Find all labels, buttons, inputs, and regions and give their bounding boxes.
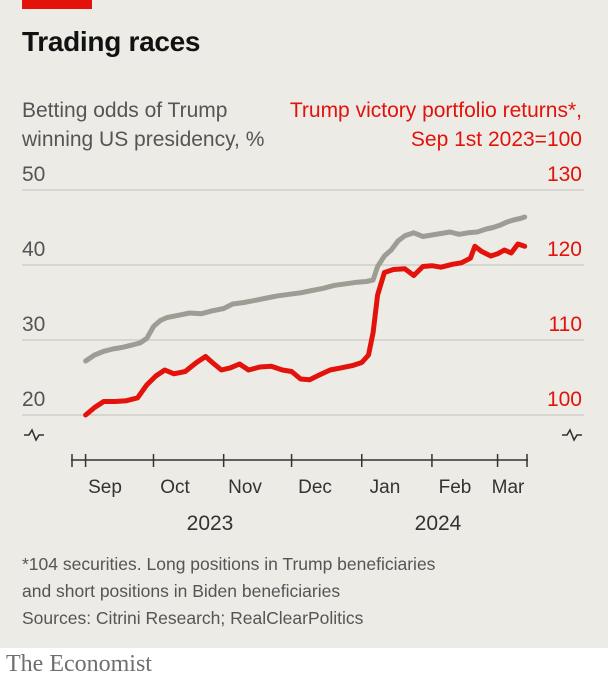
right-tick-label: 110	[549, 313, 582, 336]
left-axis-label: Betting odds of Trump winning US preside…	[22, 99, 265, 151]
chart-card: Trading races Betting odds of Trump winn…	[0, 0, 608, 648]
x-tick-label: Mar	[492, 477, 525, 498]
footnote-line-2: and short positions in Biden beneficiari…	[22, 581, 341, 601]
x-tick-label: Sep	[88, 477, 122, 498]
x-tick-label: Dec	[298, 477, 332, 498]
footnote-line-1: *104 securities. Long positions in Trump…	[22, 554, 436, 574]
left-tick-label: 30	[22, 313, 45, 336]
series-line-betting-odds	[83, 214, 528, 364]
brand-red-bar	[22, 0, 92, 9]
right-tick-label: 120	[547, 238, 582, 261]
sources-line: Sources: Citrini Research; RealClearPoli…	[22, 608, 364, 628]
year-label: 2024	[415, 512, 462, 535]
footnote: *104 securities. Long positions in Trump…	[22, 551, 582, 632]
line-chart: 20 100 30 110 40 120 50 130 Sep Oct Nov Dec Jan Feb Ma…	[22, 163, 584, 535]
axis-break-right-icon	[562, 428, 582, 442]
x-tick-label: Nov	[228, 477, 262, 498]
left-tick-label: 50	[22, 163, 45, 186]
axis-break-left-icon	[24, 428, 44, 442]
series-line-portfolio-returns	[83, 241, 528, 418]
right-tick-label: 130	[547, 163, 582, 186]
year-label: 2023	[187, 512, 234, 535]
right-axis-label: Trump victory portfolio returns*, Sep 1s…	[289, 99, 582, 151]
right-tick-label: 100	[547, 388, 582, 411]
x-tick-label: Jan	[370, 477, 401, 498]
x-tick-label: Oct	[160, 477, 190, 498]
left-tick-label: 40	[22, 238, 45, 261]
x-tick-label: Feb	[439, 477, 472, 498]
economist-logo: The Economist	[6, 651, 152, 677]
left-tick-label: 20	[22, 388, 45, 411]
chart-title: Trading races	[22, 26, 201, 57]
